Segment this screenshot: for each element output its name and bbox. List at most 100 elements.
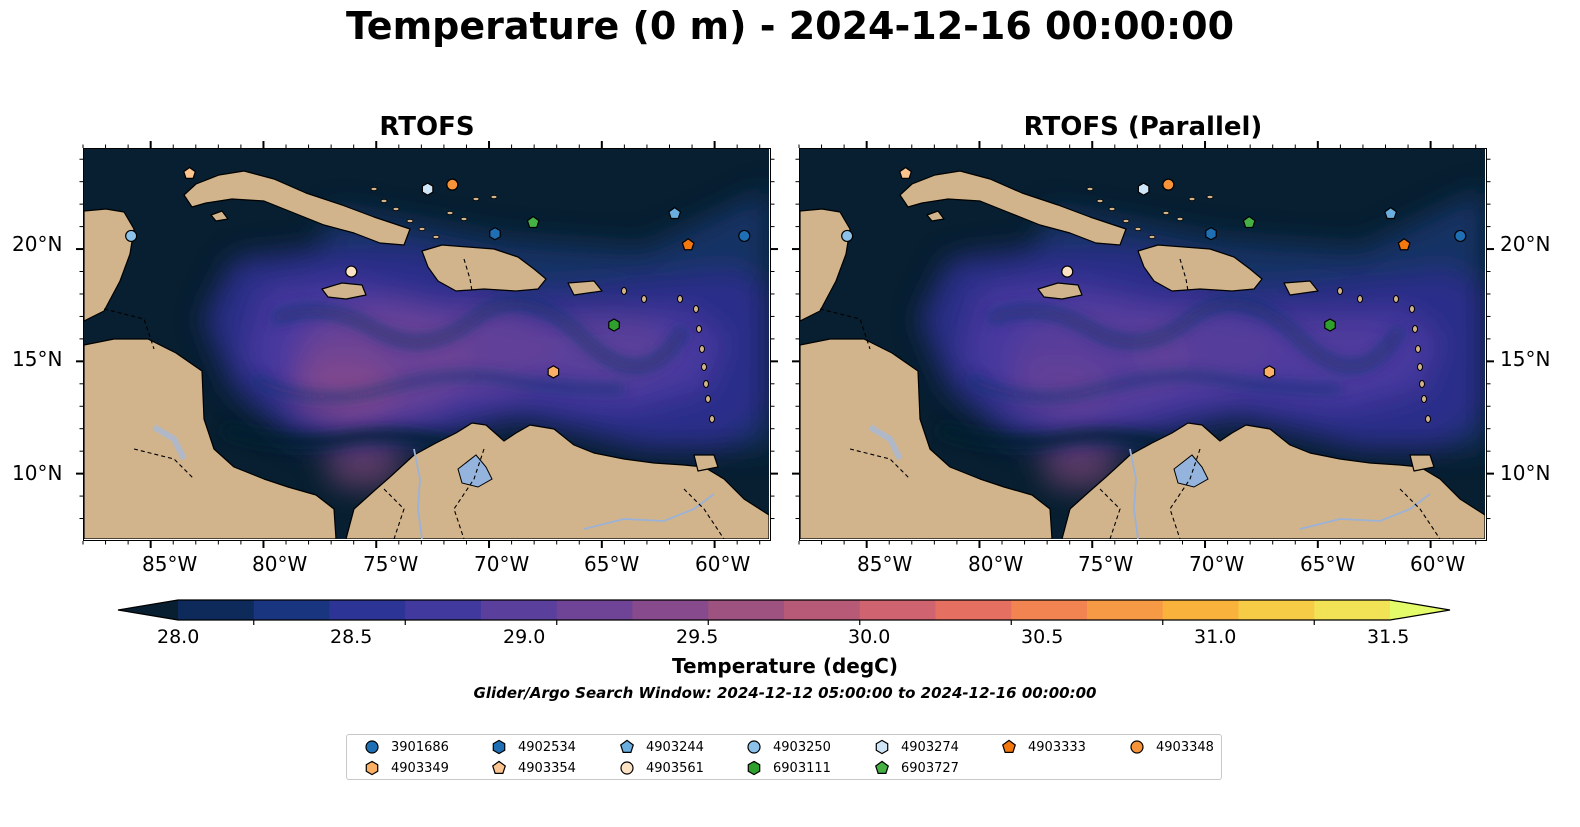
- lon-label-85w-right: 85°W: [857, 552, 913, 576]
- river-orinoco: [1299, 493, 1431, 530]
- colorbar-outline: [117, 599, 1451, 621]
- legend-label: 4903349: [391, 760, 449, 776]
- marker-4903561: [1061, 265, 1074, 278]
- marker-4903250: [841, 229, 854, 243]
- land-trinidad: [693, 454, 719, 472]
- border: [683, 488, 725, 539]
- lat-label-20n-left: 20°N: [12, 232, 63, 256]
- border: [1169, 448, 1201, 539]
- bahamas-islet: [1188, 197, 1196, 202]
- temperature-map-rtofs-parallel: [800, 149, 1485, 539]
- colorbar-segment: [1011, 600, 1088, 620]
- land-hispaniola: [421, 244, 547, 292]
- land-south-america: [1061, 422, 1485, 539]
- border: [1099, 488, 1121, 539]
- legend-marker-4903274: [875, 739, 889, 755]
- bahamas-islet: [406, 219, 414, 224]
- bahamas-islet: [460, 217, 468, 222]
- bahamas-islet: [418, 227, 426, 232]
- bahamas-islet: [1176, 217, 1184, 222]
- land-cuba-isle: [210, 210, 229, 222]
- colorbar-tick-29.5: 29.5: [676, 626, 719, 648]
- lat-label-15n-right: 15°N: [1500, 347, 1551, 371]
- bahamas-islet: [1134, 227, 1142, 232]
- island: [1409, 305, 1415, 313]
- legend-marker-4903561: [620, 761, 634, 775]
- land-yucatan: [84, 208, 135, 322]
- colorbar-segment: [178, 600, 255, 620]
- landmasses: [84, 170, 769, 539]
- colorbar-segment: [405, 600, 482, 620]
- land-jamaica: [1037, 282, 1083, 300]
- hexagon-marker-icon: [875, 739, 889, 755]
- eddy-structures: [937, 298, 1405, 456]
- border: [453, 448, 485, 539]
- river-orinoco: [583, 493, 715, 530]
- lake-nicaragua: [868, 424, 903, 461]
- colorbar-tick-30.0: 30.0: [848, 626, 891, 648]
- marker-4903354: [183, 166, 197, 180]
- legend-label: 4903250: [773, 739, 831, 755]
- island: [1357, 295, 1363, 303]
- colorbar-tick-28.0: 28.0: [157, 626, 200, 648]
- marker-4903274: [421, 182, 434, 196]
- bahamas-islet: [1122, 219, 1130, 224]
- country-borders: [103, 258, 725, 539]
- colorbar-segment: [1238, 600, 1315, 620]
- bahamas-islet: [380, 199, 388, 204]
- eddy-structures: [221, 298, 689, 456]
- marker-4903250: [125, 229, 138, 243]
- legend-label: 4903561: [646, 760, 704, 776]
- legend-label: 6903727: [901, 760, 959, 776]
- legend-item: 4903274: [873, 737, 959, 757]
- island: [1337, 287, 1343, 295]
- pentagon-marker-icon: [620, 739, 634, 753]
- legend-label: 4903244: [646, 739, 704, 755]
- marker-4903244: [668, 206, 682, 220]
- bahamas-islet: [392, 207, 400, 212]
- pentagon-marker-icon: [875, 760, 889, 774]
- landmasses: [800, 170, 1485, 539]
- colorbar-segment: [935, 600, 1012, 620]
- island: [677, 295, 683, 303]
- lon-label-70w-right: 70°W: [1189, 552, 1245, 576]
- marker-4903354: [899, 166, 913, 180]
- legend-label: 4902534: [518, 739, 576, 755]
- legend-item: 4902534: [490, 737, 576, 757]
- bahamas-islet: [1108, 207, 1116, 212]
- river-magdalena: [1129, 448, 1139, 539]
- island: [709, 415, 715, 423]
- legend-item: 4903250: [745, 737, 831, 757]
- marker-4903244: [1384, 206, 1398, 220]
- marker-4903561: [345, 265, 358, 278]
- island: [1412, 325, 1418, 333]
- island: [705, 395, 711, 403]
- island: [693, 305, 699, 313]
- marker-4903333: [681, 238, 695, 251]
- lat-label-20n-right: 20°N: [1500, 232, 1551, 256]
- land-cuba-isle: [926, 210, 945, 222]
- marker-6903111: [608, 318, 620, 332]
- legend-marker-4902534: [492, 739, 506, 755]
- colorbar-tick-31.0: 31.0: [1194, 626, 1237, 648]
- bahamas-islet: [1162, 211, 1170, 216]
- marker-3901686: [1454, 229, 1467, 243]
- land-yucatan: [800, 208, 851, 322]
- rivers: [152, 424, 715, 539]
- land-south-america: [345, 422, 769, 539]
- legend-item: 4903244: [618, 737, 704, 757]
- lon-label-75w-right: 75°W: [1078, 552, 1134, 576]
- bahamas-islet: [472, 197, 480, 202]
- land-cuba: [183, 170, 411, 246]
- legend-marker-4903349: [365, 760, 379, 776]
- hexagon-marker-icon: [747, 760, 761, 776]
- circle-marker-icon: [1130, 740, 1144, 754]
- colorbar-segment: [632, 600, 709, 620]
- lon-label-65w-right: 65°W: [1300, 552, 1356, 576]
- lon-label-75w-left: 75°W: [363, 552, 419, 576]
- colorbar-tick-31.5: 31.5: [1367, 626, 1410, 648]
- marker-4903349: [547, 365, 560, 379]
- colorbar-tick-30.5: 30.5: [1021, 626, 1064, 648]
- river-magdalena: [413, 448, 423, 539]
- panel-title-rtofs: RTOFS: [379, 112, 475, 142]
